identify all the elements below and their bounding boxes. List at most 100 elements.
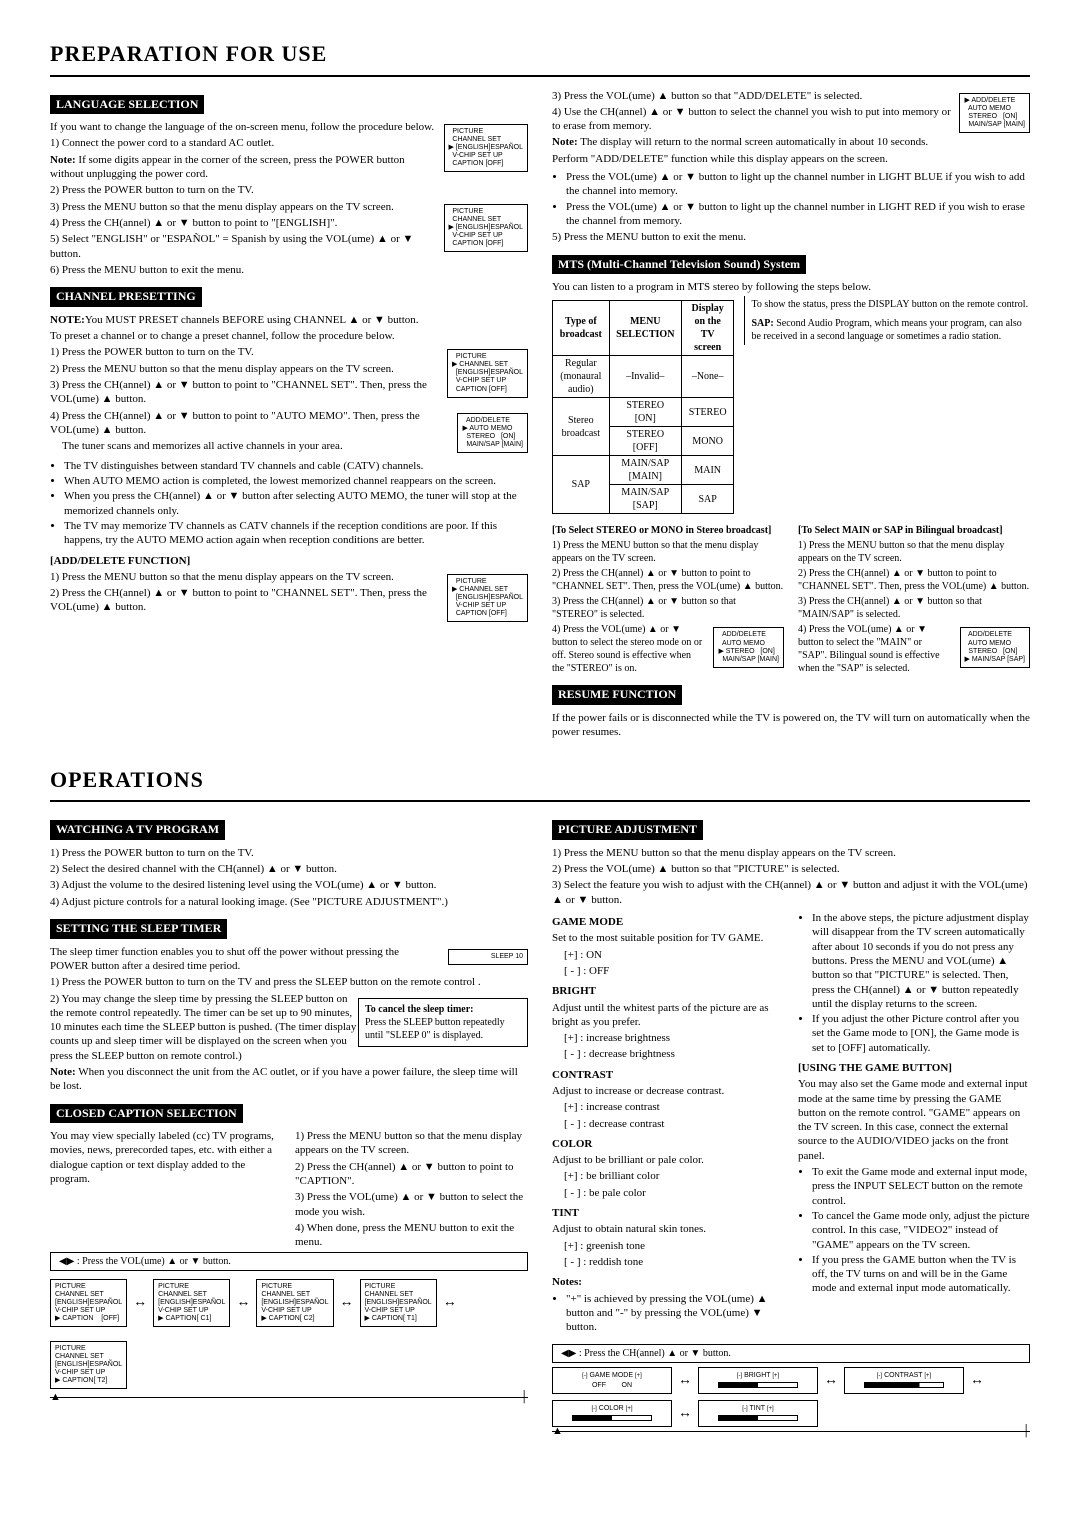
- hdr-language: LANGUAGE SELECTION: [50, 95, 204, 115]
- mts-th1: Type of broadcast: [553, 301, 610, 356]
- pic-notes: Notes:: [552, 1275, 784, 1289]
- pic-s2: 2) Press the VOL(ume) ▲ button so that "…: [552, 862, 1030, 876]
- osd-lang-1: PICTURE CHANNEL SET ▶ [ENGLISH]ESPAÑOL V…: [444, 124, 529, 172]
- pic-gm: GAME MODE: [552, 915, 784, 929]
- watch-s3: 3) Adjust the volume to the desired list…: [50, 878, 528, 892]
- pic-cl: COLOR: [552, 1137, 784, 1151]
- pic-rb5: If you press the GAME button when the TV…: [812, 1253, 1030, 1296]
- preset-note: NOTE:You MUST PRESET channels BEFORE usi…: [50, 313, 528, 327]
- slider-color: [-] COLOR [+]: [552, 1400, 672, 1427]
- pic-rb1: In the above steps, the picture adjustme…: [812, 911, 1030, 1011]
- mts-B3: 3) Press the CH(annel) ▲ or ▼ button so …: [798, 595, 1030, 621]
- pic-n1: "+" is achieved by pressing the VOL(ume)…: [566, 1292, 784, 1335]
- sleep-s1: 1) Press the POWER button to turn on the…: [50, 975, 528, 989]
- cc-p1: You may view specially labeled (cc) TV p…: [50, 1129, 283, 1249]
- rule2: [50, 800, 1030, 802]
- mts-r2c3b: MONO: [681, 427, 734, 456]
- pic-flow: [-] GAME MODE [+] OFF ON ↔ [-] BRIGHT [+…: [552, 1367, 1030, 1427]
- resume-txt: If the power fails or is disconnected wh…: [552, 711, 1030, 740]
- hdr-resume: RESUME FUNCTION: [552, 685, 682, 705]
- mts-r3c2b: MAIN/SAP [SAP]: [609, 485, 681, 514]
- pic-cl2: [ - ] : be pale color: [552, 1186, 784, 1200]
- mts-selB: [To Select MAIN or SAP in Bilingual broa…: [798, 524, 1030, 537]
- add-b1: Press the VOL(ume) ▲ or ▼ button to ligh…: [566, 170, 1030, 199]
- pic-s1: 1) Press the MENU button so that the men…: [552, 846, 1030, 860]
- cc-flow: PICTURE CHANNEL SET [ENGLISH]ESPAÑOL V-C…: [50, 1275, 528, 1393]
- pic-br: BRIGHT: [552, 984, 784, 998]
- mts-A3: 3) Press the CH(annel) ▲ or ▼ button so …: [552, 595, 784, 621]
- watch-s1: 1) Press the POWER button to turn on the…: [50, 846, 528, 860]
- preset-b3: When you press the CH(annel) ▲ or ▼ butt…: [64, 489, 528, 518]
- hdr-mts: MTS (Multi-Channel Television Sound) Sys…: [552, 255, 806, 275]
- mts-selA: [To Select STEREO or MONO in Stereo broa…: [552, 524, 784, 537]
- pic-co1: [+] : increase contrast: [552, 1100, 784, 1114]
- pic-clt: Adjust to be brilliant or pale color.: [552, 1153, 784, 1167]
- pic-br1: [+] : increase brightness: [552, 1031, 784, 1045]
- cc-s3: 3) Press the VOL(ume) ▲ or ▼ button to s…: [295, 1190, 528, 1219]
- pic-ugbt: You may also set the Game mode and exter…: [798, 1077, 1030, 1163]
- pic-cot: Adjust to increase or decrease contrast.: [552, 1084, 784, 1098]
- pic-rb3: To exit the Game mode and external input…: [812, 1165, 1030, 1208]
- pic-brt: Adjust until the whitest parts of the pi…: [552, 1001, 784, 1030]
- pic-co2: [ - ] : decrease contrast: [552, 1117, 784, 1131]
- watch-s4: 4) Adjust picture controls for a natural…: [50, 895, 528, 909]
- mts-r3c3b: SAP: [681, 485, 734, 514]
- add-note: Note: The display will return to the nor…: [552, 135, 1030, 149]
- pic-gmt: Set to the most suitable position for TV…: [552, 931, 784, 945]
- osd-preset-1: PICTURE ▶ CHANNEL SET [ENGLISH]ESPAÑOL V…: [447, 349, 528, 397]
- hdr-preset: CHANNEL PRESETTING: [50, 287, 202, 307]
- add-b2: Press the VOL(ume) ▲ or ▼ button to ligh…: [566, 200, 1030, 229]
- lang-s2: 2) Press the POWER button to turn on the…: [50, 183, 528, 197]
- pic-ti2: [ - ] : reddish tone: [552, 1255, 784, 1269]
- pic-cl1: [+] : be brilliant color: [552, 1169, 784, 1183]
- preset-s4a: The tuner scans and memorizes all active…: [50, 439, 528, 453]
- preset-intro: To preset a channel or to change a prese…: [50, 329, 528, 343]
- mts-r2c2b: STEREO [OFF]: [609, 427, 681, 456]
- sleep-tip-t: To cancel the sleep timer:: [365, 1003, 521, 1016]
- osd-add-2: ▶ ADD/DELETE AUTO MEMO STEREO [ON] MAIN/…: [959, 93, 1030, 133]
- mts-r2c2a: STEREO [ON]: [609, 398, 681, 427]
- osd-preset-2: ADD/DELETE ▶ AUTO MEMO STEREO [ON] MAIN/…: [457, 413, 528, 453]
- watch-s2: 2) Select the desired channel with the C…: [50, 862, 528, 876]
- pic-gm1: [+] : ON: [552, 948, 784, 962]
- mts-B2: 2) Press the CH(annel) ▲ or ▼ button to …: [798, 567, 1030, 593]
- add-s5: 5) Press the MENU button to exit the men…: [552, 230, 1030, 244]
- pic-rb4: To cancel the Game mode only, adjust the…: [812, 1209, 1030, 1252]
- arrow-icon: ↔: [678, 1405, 692, 1423]
- slider-gamemode: [-] GAME MODE [+] OFF ON: [552, 1367, 672, 1394]
- cc-flowlabel: ◀▶ : Press the VOL(ume) ▲ or ▼ button.: [50, 1252, 528, 1271]
- mts-r1c1: Regular (monaural audio): [553, 356, 610, 398]
- preset-b1: The TV distinguishes between standard TV…: [64, 459, 528, 473]
- osd-add-1: PICTURE ▶ CHANNEL SET [ENGLISH]ESPAÑOL V…: [447, 574, 528, 622]
- osd-sleep: SLEEP 10: [448, 949, 528, 965]
- mts-r2c3a: STEREO: [681, 398, 734, 427]
- pic-tit: Adjust to obtain natural skin tones.: [552, 1222, 784, 1236]
- osd-lang-2: PICTURE CHANNEL SET ▶ [ENGLISH]ESPAÑOL V…: [444, 204, 529, 252]
- mts-side: To show the status, press the DISPLAY bu…: [751, 298, 1030, 311]
- pic-ti: TINT: [552, 1206, 784, 1220]
- arrow-icon: ↔: [824, 1372, 838, 1390]
- mts-A2: 2) Press the CH(annel) ▲ or ▼ button to …: [552, 567, 784, 593]
- hdr-sleep: SETTING THE SLEEP TIMER: [50, 919, 227, 939]
- mts-th2: MENU SELECTION: [609, 301, 681, 356]
- mts-table: Type of broadcast MENU SELECTION Display…: [552, 300, 734, 514]
- add-s3: 3) Press the VOL(ume) ▲ button so that "…: [552, 89, 1030, 103]
- mts-A1: 1) Press the MENU button so that the men…: [552, 539, 784, 565]
- hdr-watch: WATCHING A TV PROGRAM: [50, 820, 225, 840]
- arrow-icon: ↔: [443, 1294, 457, 1312]
- pic-co: CONTRAST: [552, 1068, 784, 1082]
- arrow-icon: ↔: [133, 1294, 147, 1312]
- mts-r1c2: –Invalid–: [609, 356, 681, 398]
- arrow-icon: ↔: [678, 1372, 692, 1390]
- add-hdr: [ADD/DELETE FUNCTION]: [50, 554, 528, 568]
- mts-r1c3: –None–: [681, 356, 734, 398]
- add-perf: Perform "ADD/DELETE" function while this…: [552, 152, 1030, 166]
- mts-r2c1: Stereo broadcast: [553, 398, 610, 456]
- cc-s1: 1) Press the MENU button so that the men…: [295, 1129, 528, 1158]
- arrow-icon: ↔: [340, 1294, 354, 1312]
- mts-r3c2a: MAIN/SAP [MAIN]: [609, 456, 681, 485]
- pic-ugb: [USING THE GAME BUTTON]: [798, 1061, 1030, 1075]
- pic-br2: [ - ] : decrease brightness: [552, 1047, 784, 1061]
- page-title-1: PREPARATION FOR USE: [50, 40, 1030, 69]
- mts-r3c1: SAP: [553, 456, 610, 514]
